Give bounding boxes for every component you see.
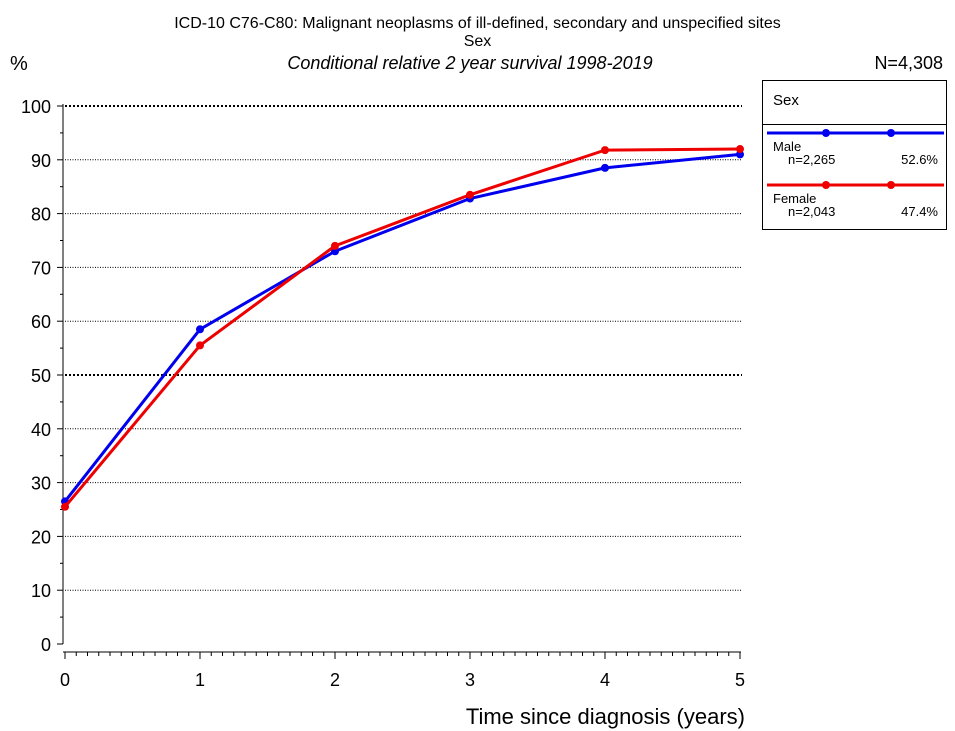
data-point-female: [196, 341, 204, 350]
data-point-female: [601, 146, 609, 155]
legend: Sex Male n=2,265 52.6% Female n=2,043 47…: [762, 80, 947, 230]
legend-pct-female: 47.4%: [901, 204, 938, 219]
series-line-female: [63, 147, 741, 508]
chart-subtitle-italic: Conditional relative 2 year survival 199…: [287, 53, 653, 73]
y-tick-label-40: 40: [31, 420, 51, 440]
y-tick-label-30: 30: [31, 474, 51, 494]
chart-title: ICD-10 C76-C80: Malignant neoplasms of i…: [174, 15, 781, 32]
y-tick-label-60: 60: [31, 312, 51, 332]
data-point-female: [736, 145, 744, 154]
axes: 0 10 20 30 40 50 60 70 80 90 100 0 1 2 3 4 5: [21, 97, 745, 690]
legend-pct-male: 52.6%: [901, 152, 938, 167]
y-tick-label-50: 50: [31, 366, 51, 386]
chart-subtitle: Sex: [463, 33, 492, 50]
x-tick-label-3: 3: [465, 670, 475, 690]
series-line-male: [63, 152, 741, 503]
y-tick-label-80: 80: [31, 205, 51, 225]
legend-divider: [763, 124, 946, 125]
data-point-female: [331, 241, 339, 250]
x-tick-label-0: 0: [60, 670, 70, 690]
y-tick-label-90: 90: [31, 151, 51, 171]
gridlines: [65, 105, 742, 591]
y-tick-label-10: 10: [31, 581, 51, 601]
legend-swatch-female: [767, 181, 944, 189]
x-tick-label-5: 5: [735, 670, 745, 690]
y-tick-label-70: 70: [31, 258, 51, 278]
data-point-female: [466, 190, 474, 199]
y-tick-label-100: 100: [21, 97, 51, 117]
total-count-label: N=4,308: [874, 53, 943, 73]
y-axis-unit-label: %: [10, 53, 28, 75]
data-point-male: [196, 325, 204, 334]
x-tick-label-4: 4: [600, 670, 610, 690]
legend-entry-male: Male n=2,265 52.6%: [763, 129, 946, 183]
y-tick-label-0: 0: [41, 635, 51, 655]
data-point-female: [61, 502, 69, 511]
series-lines: [61, 145, 744, 511]
data-point-male: [601, 163, 609, 172]
legend-entry-female: Female n=2,043 47.4%: [763, 181, 946, 235]
x-tick-label-1: 1: [195, 670, 205, 690]
legend-label-male: Male: [773, 139, 802, 154]
legend-label-female: Female: [773, 191, 817, 206]
legend-count-female: n=2,043: [788, 204, 836, 219]
legend-title: Sex: [773, 92, 799, 109]
x-tick-label-2: 2: [330, 670, 340, 690]
legend-count-male: n=2,265: [788, 152, 836, 167]
legend-swatch-male: [767, 129, 944, 137]
y-tick-label-20: 20: [31, 527, 51, 547]
x-axis-label: Time since diagnosis (years): [465, 704, 745, 729]
